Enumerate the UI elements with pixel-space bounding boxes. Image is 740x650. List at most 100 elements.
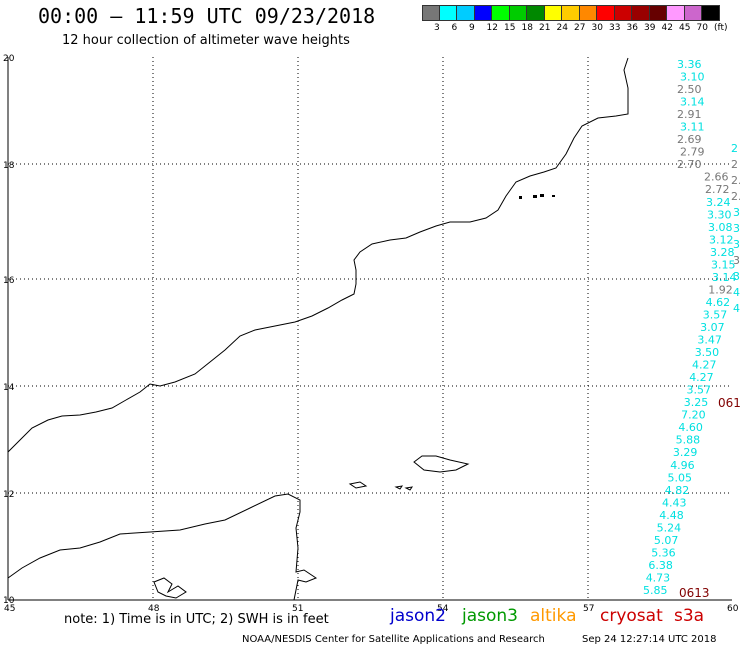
legend-label: 42: [661, 23, 673, 33]
wave-height-value: 4.48: [659, 509, 684, 522]
legend-label: 30: [591, 23, 603, 33]
wave-height-value: 4.82: [665, 484, 690, 497]
wave-height-value: 3.15: [711, 258, 736, 271]
wave-height-value-edge: 2.6: [731, 190, 740, 203]
wave-height-value: 4.43: [662, 496, 687, 509]
islets: [519, 194, 555, 199]
legend-swatch: [439, 6, 457, 20]
lat-lon-grid: [8, 57, 732, 600]
wave-height-value: 3.30: [707, 208, 732, 221]
wave-height-value: 5.88: [676, 434, 701, 447]
wave-height-value: 3.14: [712, 271, 737, 284]
wave-height-value: 3.24: [706, 196, 731, 209]
y-tick-label: 20: [3, 54, 15, 64]
legend-label: 6: [451, 23, 458, 33]
wave-height-value: 3.47: [697, 334, 722, 347]
x-tick-label: 57: [583, 604, 594, 614]
wave-height-value: 3.14: [680, 96, 705, 109]
legend-label: 27: [574, 23, 586, 33]
satellite-jason2-label: jason2: [390, 606, 446, 626]
wave-height-value: 2.66: [704, 171, 729, 184]
legend-label: 36: [626, 23, 638, 33]
wave-height-value: 6.38: [648, 559, 673, 572]
x-tick-label: 48: [148, 604, 160, 614]
x-tick-label: 60: [727, 604, 739, 614]
wave-height-value: 1.92: [708, 283, 733, 296]
wave-height-value: 3.08: [708, 221, 733, 234]
legend-swatch: [597, 6, 615, 20]
altimeter-track-values: 3.363.102.503.142.913.112.692.792.702.66…: [643, 58, 737, 597]
track-time-label: 0613: [718, 396, 740, 410]
legend-swatch: [702, 6, 720, 20]
generated-timestamp: Sep 24 12:27:14 UTC 2018: [582, 634, 717, 645]
wave-height-value-edge: 3: [733, 206, 740, 219]
legend-swatch: [544, 6, 562, 20]
y-tick-label: 18: [3, 161, 15, 171]
wave-height-value: 3.10: [680, 71, 705, 84]
wave-height-value: 3.36: [677, 58, 702, 71]
wave-height-value: 3.25: [684, 396, 709, 409]
wave-height-value-edge: 4: [733, 286, 740, 299]
wave-height-value-edge: 3: [733, 254, 740, 267]
wave-height-value-edge: 2: [731, 158, 738, 171]
wave-height-value: 3.12: [709, 233, 734, 246]
wave-height-value: 3.50: [695, 346, 720, 359]
legend-label: 3: [434, 23, 440, 33]
wave-height-value: 3.57: [687, 384, 712, 397]
legend-swatch: [492, 6, 510, 20]
wave-height-value: 5.05: [668, 471, 693, 484]
wave-height-value: 3.28: [710, 246, 735, 259]
legend-label: 24: [556, 23, 568, 33]
legend-label: 18: [521, 23, 533, 33]
satellite-cryosat-label: cryosat: [600, 606, 663, 626]
map-frame: [7, 57, 732, 601]
wave-height-value: 2.91: [677, 108, 702, 121]
legend-swatch: [422, 6, 440, 20]
x-axis-labels: 45 48 51 54 57 60: [4, 604, 739, 614]
legend-swatch: [614, 6, 632, 20]
legend-swatch: [527, 6, 545, 20]
legend-swatch: [579, 6, 597, 20]
legend-label: (ft): [714, 23, 728, 33]
legend-swatch: [649, 6, 667, 20]
altimeter-track-edge-values: 2 2 2. 2.6 3 3 3 3 3. 4 4: [731, 142, 740, 315]
wave-height-value: 2.79: [680, 146, 705, 159]
track-time-label: 0613: [679, 586, 710, 600]
legend-label: 70: [696, 23, 708, 33]
legend-swatch: [509, 6, 527, 20]
legend-swatches: [422, 5, 720, 21]
wave-height-value: 4.96: [670, 459, 695, 472]
satellite-jason3-label: jason3: [462, 606, 518, 626]
legend-swatch: [474, 6, 492, 20]
x-tick-label: 54: [437, 604, 449, 614]
y-tick-label: 10: [3, 596, 15, 606]
legend-label: 12: [486, 23, 498, 33]
wave-height-value: 4.60: [678, 421, 703, 434]
wave-height-value-edge: 2.: [731, 174, 740, 187]
wave-height-value-edge: 2: [731, 142, 738, 155]
color-legend: 3 6 9 12 15 18 21 24 27 30 33 36 39 42 45 70 (ft): [422, 5, 728, 33]
legend-label: 33: [609, 23, 621, 33]
wave-height-value-edge: 3.: [733, 270, 740, 283]
satellite-altika-label: altika: [530, 606, 577, 626]
satellite-s3a-label: s3a: [674, 606, 705, 626]
wave-height-value: 2.69: [677, 133, 702, 146]
wave-height-value-edge: 3: [733, 222, 740, 235]
wave-height-value: 3.11: [680, 121, 705, 134]
wave-height-value: 2.50: [677, 83, 702, 96]
y-tick-label: 16: [3, 276, 15, 286]
wave-height-value: 5.36: [651, 546, 676, 559]
y-tick-label: 12: [3, 490, 14, 500]
wave-height-value: 4.27: [692, 359, 717, 372]
legend-label: 21: [539, 23, 551, 33]
page-title: 00:00 – 11:59 UTC 09/23/2018: [38, 4, 376, 28]
wave-height-value: 5.85: [643, 584, 668, 597]
wave-height-value: 4.73: [646, 572, 671, 585]
wave-height-value: 2.72: [705, 183, 730, 196]
y-tick-label: 14: [3, 383, 15, 393]
y-axis-labels: 20 18 16 14 12 10: [3, 54, 15, 606]
footer-note: note: 1) Time is in UTC; 2) SWH is in fe…: [64, 612, 329, 627]
credit-line: NOAA/NESDIS Center for Satellite Applica…: [242, 634, 545, 645]
legend-swatch: [562, 6, 580, 20]
